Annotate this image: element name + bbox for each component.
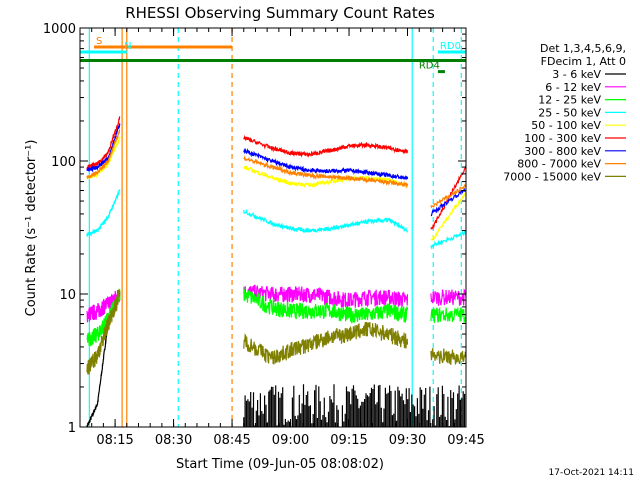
y-axis-label: Count Rate (s⁻¹ detector⁻¹) [24, 140, 39, 317]
x-tick-label: 09:30 [389, 433, 426, 448]
event-label: N [124, 41, 131, 52]
x-tick-label: 08:15 [96, 433, 133, 448]
legend-entry: 50 - 100 keV [531, 119, 601, 132]
legend-entry: 300 - 800 keV [524, 145, 601, 158]
x-tick-label: 08:45 [213, 433, 250, 448]
legend-header: FDecim 1, Att 0 [541, 55, 626, 68]
series-line [86, 128, 466, 209]
legend-entry: 100 - 300 keV [524, 132, 601, 145]
legend-entry: 12 - 25 keV [538, 94, 601, 107]
event-label: S [96, 36, 102, 47]
y-tick-label: 1 [68, 421, 76, 436]
y-tick-label: 100 [51, 155, 76, 170]
legend-entry: 25 - 50 keV [538, 106, 601, 119]
series-line [86, 284, 466, 323]
series-line [86, 289, 466, 375]
event-label: RD4 [419, 61, 440, 72]
footer-date: 17-Oct-2021 14:11 [549, 468, 634, 478]
legend-entry: 800 - 7000 keV [517, 158, 601, 171]
legend-header: Det 1,3,4,5,6,9, [540, 42, 626, 55]
series-line [86, 123, 466, 217]
x-axis-label: Start Time (09-Jun-05 08:08:02) [176, 457, 384, 472]
legend-entry: 7000 - 15000 keV [503, 170, 601, 183]
x-tick-label: 09:15 [330, 433, 367, 448]
series-line [86, 116, 466, 231]
legend-entry: 3 - 6 keV [552, 68, 601, 81]
event-label: RD0 [440, 41, 461, 52]
x-tick-label: 09:45 [447, 433, 484, 448]
y-tick-label: 10 [59, 288, 76, 303]
plot-frame [79, 27, 467, 428]
series-line [86, 189, 466, 250]
x-tick-label: 08:30 [155, 433, 192, 448]
x-tick-label: 09:00 [272, 433, 309, 448]
y-tick-label: 1000 [43, 22, 76, 37]
chart-title: RHESSI Observing Summary Count Rates [125, 4, 435, 22]
legend-entry: 6 - 12 keV [545, 81, 601, 94]
